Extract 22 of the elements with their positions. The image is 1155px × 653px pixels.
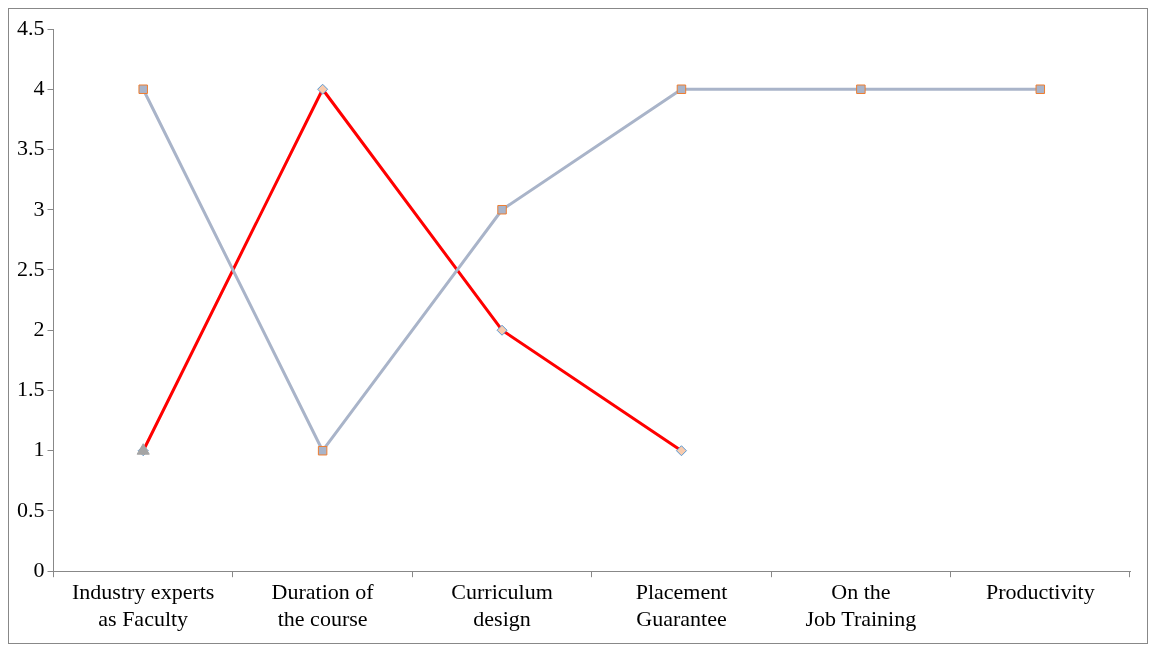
point xyxy=(1035,84,1046,94)
y-tick-label: 3.5 xyxy=(17,135,45,161)
point xyxy=(856,84,866,94)
y-tick-label: 1.5 xyxy=(17,376,45,402)
y-tick-label: 1 xyxy=(33,436,45,462)
point xyxy=(676,84,687,94)
y-tick-label: 0.5 xyxy=(17,496,45,522)
y-tick-label: 2.5 xyxy=(17,255,45,281)
y-tick-label: 4.5 xyxy=(17,14,45,40)
x-tick-label: Productivity xyxy=(985,579,1095,605)
y-tick-label: 2 xyxy=(33,316,45,341)
x-tick-label: Curriculum design xyxy=(451,579,553,631)
x-tick-label: On the Job Training xyxy=(805,579,917,631)
x-tick-label: Industry experts as Faculty xyxy=(72,579,215,631)
point xyxy=(497,204,507,215)
y-tick-label: 3 xyxy=(33,195,45,221)
point xyxy=(138,84,148,94)
x-tick-label: Duration of the course xyxy=(271,579,375,631)
y-tick-label: 0 xyxy=(33,556,45,582)
y-tick-label: 4 xyxy=(33,75,45,101)
x-tick-label: Placement Guarantee xyxy=(635,579,728,631)
point xyxy=(317,445,328,456)
